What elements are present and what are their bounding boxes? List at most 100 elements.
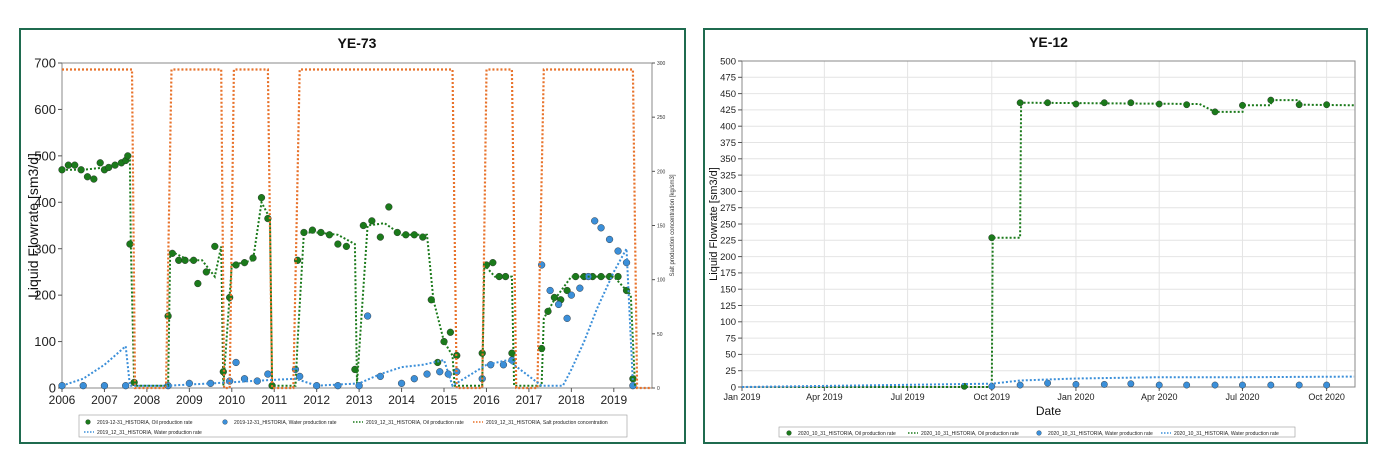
data-point-0 xyxy=(368,217,376,225)
data-point-0 xyxy=(77,166,85,174)
y-tick-label: 700 xyxy=(34,56,56,71)
x-tick-label: Oct 2019 xyxy=(974,392,1011,402)
series-line-3 xyxy=(62,68,652,390)
y-tick-label: 400 xyxy=(720,122,736,133)
data-point-1 xyxy=(597,224,605,232)
legend-label: 2019_12_31_HISTORIA, Oil production rate xyxy=(366,420,464,426)
y2-tick-label: 0 xyxy=(657,386,660,392)
data-point-0 xyxy=(124,152,132,160)
y-tick-label: 275 xyxy=(720,203,736,214)
data-point-1 xyxy=(313,382,321,390)
legend-label: 2019-12-31_HISTORIA, Oil production rate xyxy=(97,420,193,426)
y2-axis-label: Salt production concentration [kg/sm3] xyxy=(670,174,676,276)
x-tick-label: 2019 xyxy=(600,393,627,407)
data-point-2 xyxy=(1295,381,1303,389)
chart-title: YE-73 xyxy=(338,35,377,51)
y-tick-label: 250 xyxy=(720,219,736,230)
y-tick-label: 0 xyxy=(49,381,56,396)
data-point-2 xyxy=(1016,381,1024,389)
data-point-2 xyxy=(1239,381,1246,389)
data-point-0 xyxy=(489,259,497,267)
data-point-0 xyxy=(175,256,183,264)
y-tick-label: 450 xyxy=(720,89,736,100)
y2-tick-label: 200 xyxy=(657,169,666,175)
chart-panel-ye73: 0 100 200 300 400 500 600 700 2006 2007 2008 2009 20… xyxy=(19,28,686,444)
chart-panel-ye12: 0 25 50 75 100 125 150 175 200 225 250 275 300 325 350… xyxy=(703,28,1368,444)
y-tick-label: 350 xyxy=(720,154,736,165)
chart-title: YE-12 xyxy=(1029,34,1068,50)
y-tick-label: 500 xyxy=(34,148,56,163)
series-line-2 xyxy=(62,159,636,387)
data-point-1 xyxy=(563,314,571,322)
data-point-0 xyxy=(96,159,104,167)
x-tick-label: 2012 xyxy=(303,393,330,407)
x-tick-label: Oct 2020 xyxy=(1308,392,1345,402)
legend-marker xyxy=(786,430,792,436)
data-point-1 xyxy=(364,312,372,320)
data-point-1 xyxy=(232,358,240,367)
x-tick-label: 2007 xyxy=(91,393,118,407)
x-tick-label: Apr 2020 xyxy=(1141,392,1178,402)
x-tick-label: 2010 xyxy=(218,393,245,407)
y-tick-label: 325 xyxy=(720,170,736,181)
y-tick-label: 200 xyxy=(34,288,56,303)
data-point-2 xyxy=(1155,381,1163,389)
legend-label: 2020_10_31_HISTORIA, Oil production rate xyxy=(921,431,1019,437)
x-tick-label: Apr 2019 xyxy=(806,392,843,402)
data-point-1 xyxy=(605,235,614,244)
y-tick-label: 500 xyxy=(720,56,736,67)
data-point-0 xyxy=(563,286,571,295)
data-point-1 xyxy=(591,217,599,225)
y-tick-label: 50 xyxy=(725,350,736,361)
data-point-1 xyxy=(264,370,272,378)
legend-label: 2020_10_31_HISTORIA, Oil production rate xyxy=(798,431,896,437)
data-point-2 xyxy=(1267,381,1275,389)
data-point-0 xyxy=(90,175,98,183)
x-tick-label: 2014 xyxy=(388,393,415,407)
data-point-1 xyxy=(334,382,342,390)
data-point-1 xyxy=(546,286,554,295)
data-point-1 xyxy=(423,370,431,378)
data-point-0 xyxy=(385,203,393,211)
x-tick-label: 2013 xyxy=(346,393,373,407)
x-tick-label: 2006 xyxy=(49,393,76,407)
y2-tick-label: 150 xyxy=(657,224,666,230)
legend-label: 2019-12-31_HISTORIA, Water production ra… xyxy=(234,420,337,426)
data-point-1 xyxy=(410,375,418,383)
x-tick-label: 2016 xyxy=(473,393,500,407)
y-axis-label: Liquid Flowrate [sm3/d] xyxy=(25,153,41,298)
x-tick-label: 2017 xyxy=(516,393,543,407)
y2-tick-label: 300 xyxy=(657,61,666,67)
y-tick-label: 425 xyxy=(720,105,736,116)
y-tick-label: 150 xyxy=(720,285,736,296)
series-line-1 xyxy=(742,99,1355,388)
y2-tick-label: 50 xyxy=(657,332,663,338)
y-tick-label: 0 xyxy=(731,382,736,393)
x-tick-label: Jul 2020 xyxy=(1225,392,1259,402)
data-point-1 xyxy=(185,379,193,387)
data-point-1 xyxy=(100,382,109,390)
y-tick-label: 600 xyxy=(34,102,56,117)
series-line-3 xyxy=(741,375,1355,388)
y-tick-label: 25 xyxy=(725,366,736,377)
data-point-0 xyxy=(446,328,454,336)
data-point-2 xyxy=(1127,380,1135,388)
x-tick-label: 2015 xyxy=(431,393,458,407)
data-point-2 xyxy=(1211,381,1219,389)
legend-marker xyxy=(222,419,228,425)
x-tick-label: 2011 xyxy=(261,393,287,407)
y2-tick-label: 100 xyxy=(657,278,666,284)
data-point-1 xyxy=(614,247,622,255)
y-tick-label: 125 xyxy=(720,301,736,312)
legend-label: 2020_10_31_HISTORIA, Water production ra… xyxy=(1048,431,1153,437)
data-point-2 xyxy=(1183,381,1191,389)
data-point-2 xyxy=(1044,379,1051,387)
data-point-1 xyxy=(555,300,563,309)
data-point-1 xyxy=(499,361,508,369)
data-point-0 xyxy=(419,233,427,241)
chart-ye12: 0 25 50 75 100 125 150 175 200 225 250 275 300 325 350… xyxy=(708,34,1356,438)
y-tick-label: 225 xyxy=(720,236,736,247)
legend-marker xyxy=(85,419,91,425)
data-point-1 xyxy=(253,377,261,385)
